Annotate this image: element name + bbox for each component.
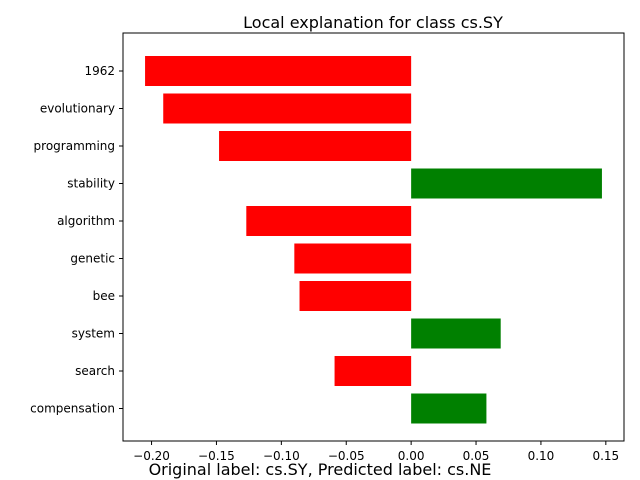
y-axis: 1962 evolutionary programming stability algo…: [30, 64, 123, 416]
y-tick-label: system: [72, 327, 115, 341]
y-tick-label: algorithm: [57, 214, 115, 228]
bar-algorithm: [246, 206, 412, 236]
y-tick-label: stability: [67, 177, 115, 191]
plot-frame: [122, 32, 625, 442]
y-tick-label: programming: [34, 139, 115, 153]
bar-search: [334, 356, 412, 386]
x-tick-label: 0.10: [528, 449, 555, 463]
x-tick-label: −0.05: [328, 449, 365, 463]
bars-layer: [145, 56, 602, 424]
prediction-caption: Original label: cs.SY, Predicted label: …: [149, 460, 492, 479]
y-tick-label: 1962: [84, 64, 115, 78]
y-tick-label: evolutionary: [40, 102, 115, 116]
y-tick-label: genetic: [70, 252, 115, 266]
bar-system: [411, 318, 501, 349]
bar-genetic: [294, 243, 412, 274]
bar-1962: [145, 56, 412, 86]
x-tick-label: 0.15: [592, 449, 619, 463]
x-tick-label: −0.15: [198, 449, 235, 463]
y-tick-label: search: [75, 364, 115, 378]
bar-bee: [299, 281, 412, 311]
bar-compensation: [411, 393, 487, 424]
x-tick-label: 0.00: [398, 449, 425, 463]
bar-programming: [219, 131, 412, 161]
bar-stability: [411, 168, 602, 199]
x-axis: −0.20 −0.15 −0.10 −0.05 0.00 0.05 0.10 0.15: [133, 441, 619, 463]
y-tick-label: compensation: [30, 402, 115, 416]
y-tick-label: bee: [93, 289, 115, 303]
x-tick-label: 0.05: [463, 449, 490, 463]
chart-title: Local explanation for class cs.SY: [243, 13, 503, 32]
bar-evolutionary: [163, 93, 412, 124]
x-tick-label: −0.20: [133, 449, 170, 463]
x-tick-label: −0.10: [263, 449, 300, 463]
